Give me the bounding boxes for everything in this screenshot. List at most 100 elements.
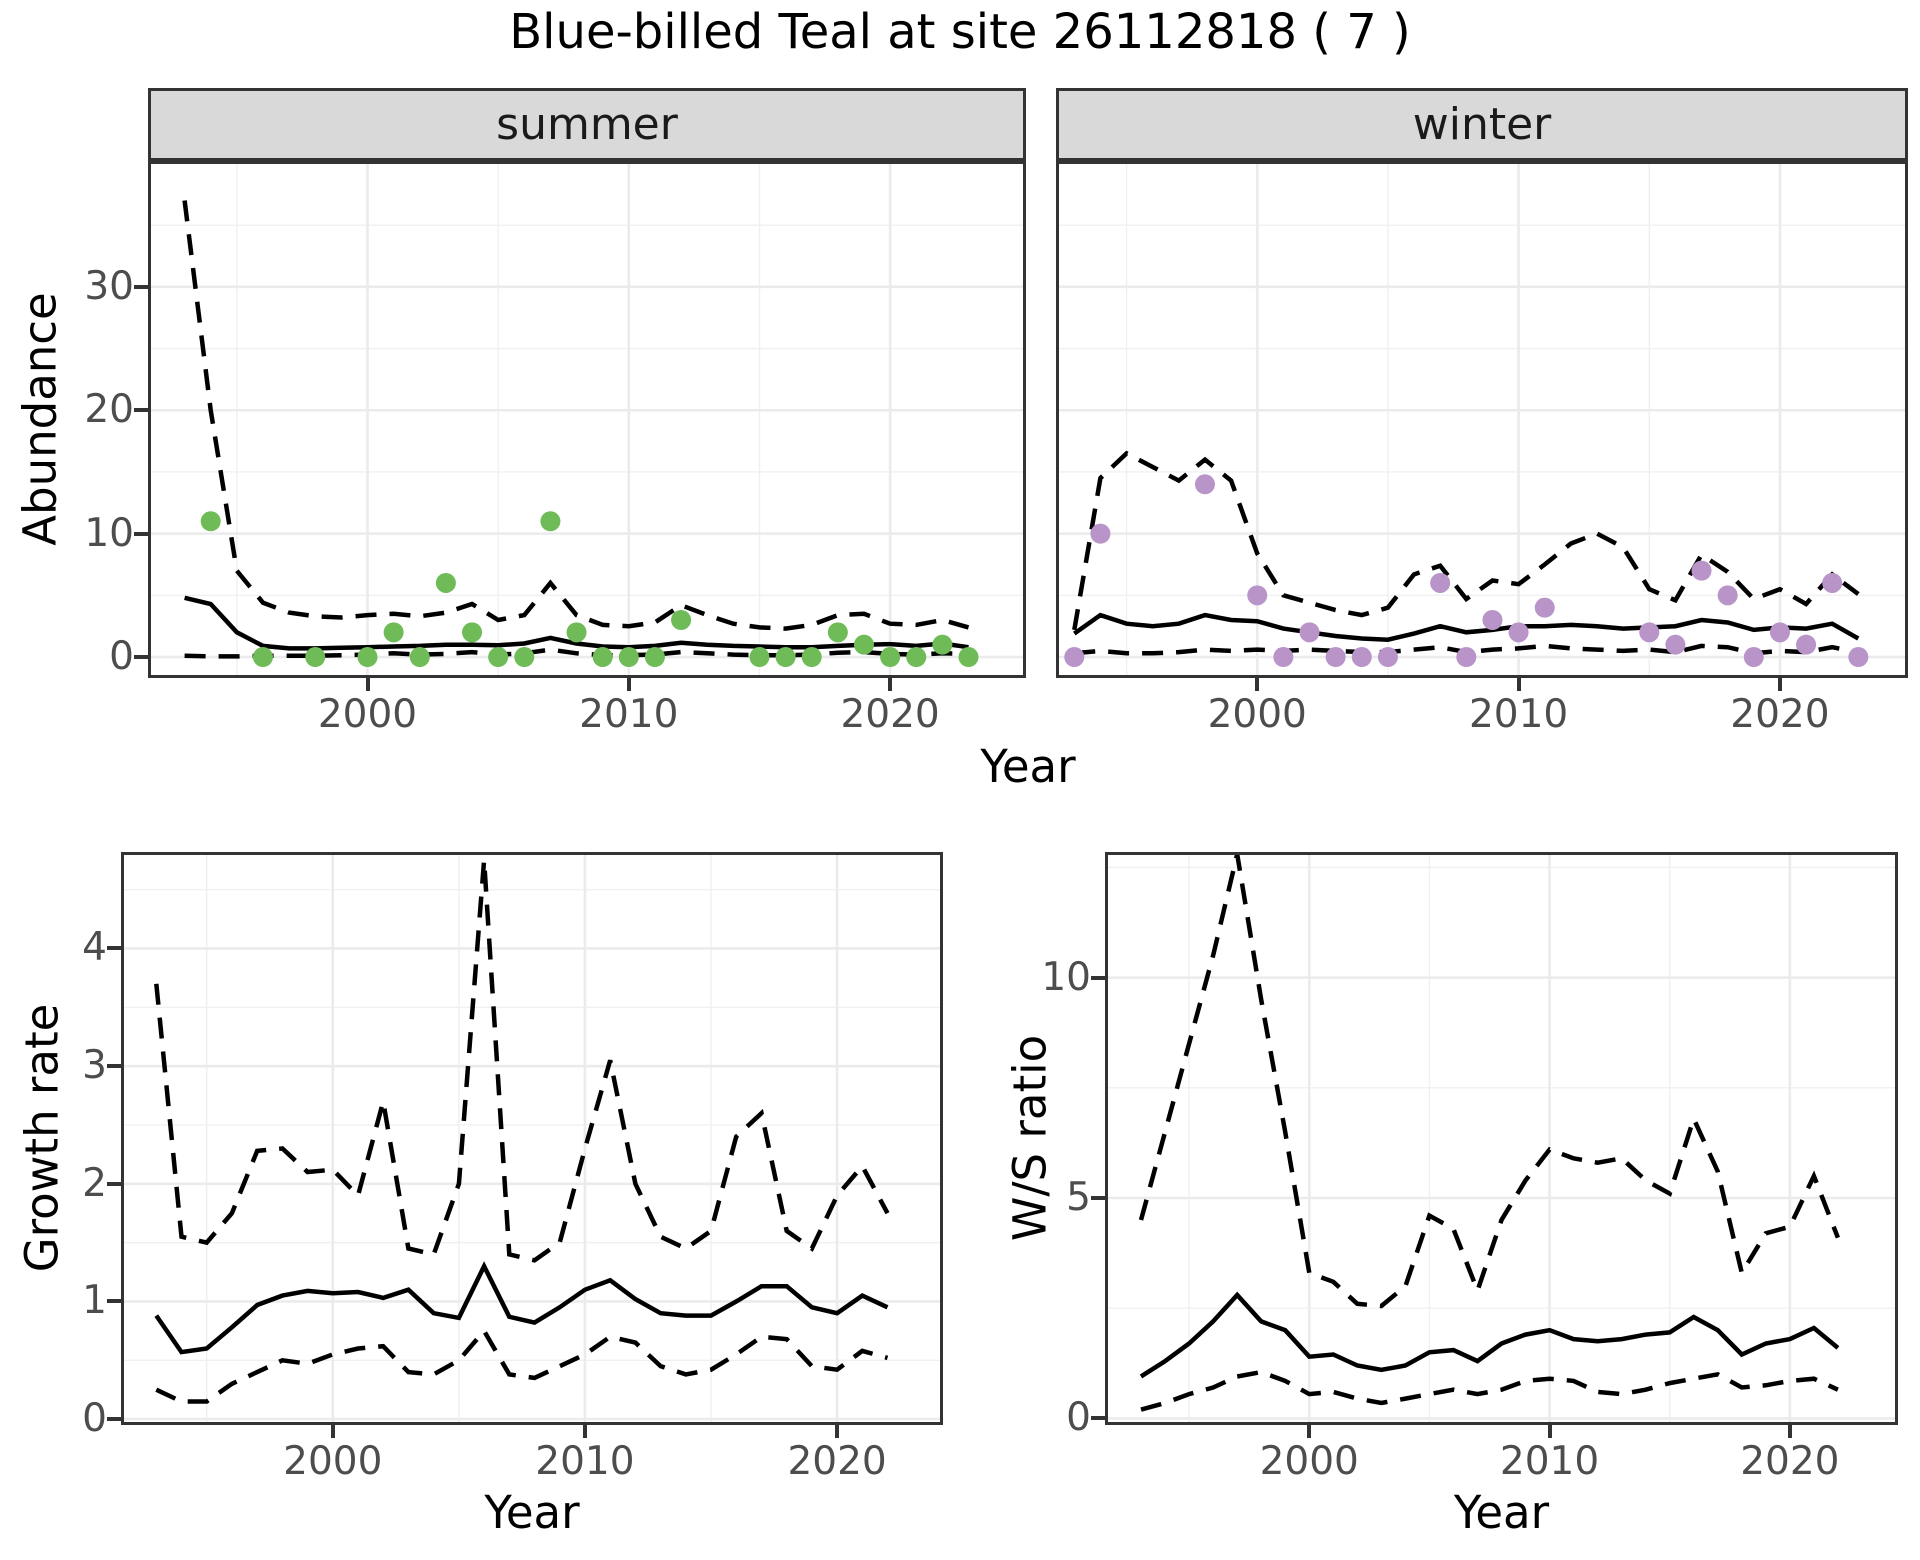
- observed-point: [1639, 622, 1660, 643]
- observed-point: [1351, 647, 1372, 668]
- plot-area: [121, 852, 943, 1425]
- observed-point: [1273, 647, 1294, 668]
- observed-point: [827, 622, 848, 643]
- y-tick-mark: [134, 284, 148, 289]
- observed-point: [1848, 647, 1869, 668]
- observed-point: [880, 647, 901, 668]
- x-tick-label: 2010: [1468, 692, 1569, 737]
- panel-border: [148, 161, 1026, 678]
- observed-point: [1247, 585, 1268, 606]
- facet-strip-summer: summer: [148, 88, 1026, 161]
- facet-strip-winter-label: winter: [1412, 99, 1552, 150]
- observed-point: [749, 647, 770, 668]
- plot-area: [1056, 161, 1908, 678]
- observed-point: [1796, 634, 1817, 655]
- facet-strip-summer-label: summer: [496, 99, 678, 150]
- observed-point: [775, 647, 796, 668]
- y-tick-label: 5: [1066, 1175, 1091, 1220]
- y-tick-mark: [107, 946, 121, 951]
- x-axis-title-growth-rate: Year: [484, 1486, 580, 1539]
- observed-point: [958, 647, 979, 668]
- observed-point: [514, 647, 535, 668]
- y-tick-mark: [107, 1181, 121, 1186]
- plot-area: [1105, 852, 1898, 1425]
- observed-point: [1482, 610, 1503, 631]
- panel-abundance-winter: 2000 2010 2020: [1056, 161, 1908, 737]
- observed-point: [1325, 647, 1346, 668]
- observed-point: [383, 622, 404, 643]
- x-tick-mark: [835, 1425, 840, 1438]
- y-tick-label: 1: [82, 1278, 107, 1324]
- x-tick-mark: [888, 678, 893, 691]
- y-tick-mark: [134, 408, 148, 413]
- ci-upper-line: [182, 200, 970, 631]
- y-tick-label: 0: [109, 634, 134, 680]
- x-tick-label: 2000: [1207, 692, 1307, 737]
- observed-point: [1508, 622, 1529, 643]
- facet-strip-winter: winter: [1056, 88, 1908, 161]
- panel-background: [1105, 852, 1898, 1425]
- x-tick-label: 2000: [317, 692, 418, 737]
- x-axis-title-top: Year: [980, 740, 1076, 793]
- x-tick-label: 2010: [1499, 1439, 1600, 1484]
- x-tick-label: 2000: [283, 1439, 383, 1484]
- y-tick-label: 20: [84, 387, 134, 433]
- observed-point: [853, 634, 874, 655]
- x-tick-label: 2010: [535, 1439, 635, 1484]
- y-tick-mark: [1091, 1416, 1105, 1421]
- x-tick-mark: [1516, 678, 1521, 691]
- y-tick-label: 10: [84, 510, 134, 556]
- x-tick-mark: [330, 1425, 335, 1438]
- observed-point: [644, 647, 665, 668]
- panel-background: [121, 852, 943, 1425]
- y-tick-mark: [134, 531, 148, 536]
- y-tick-mark: [107, 1417, 121, 1422]
- x-tick-mark: [626, 678, 631, 691]
- mean-line: [1139, 1291, 1840, 1379]
- x-tick-label: 2020: [1740, 1439, 1840, 1484]
- observed-point: [435, 572, 456, 593]
- observed-point: [1064, 647, 1085, 668]
- x-tick-mark: [365, 678, 370, 691]
- y-tick-mark: [1091, 975, 1105, 980]
- observed-point: [409, 647, 430, 668]
- observed-point: [932, 634, 953, 655]
- x-tick-mark: [1787, 1425, 1792, 1438]
- y-tick-label: 0: [1066, 1395, 1091, 1441]
- x-tick-label: 2020: [787, 1439, 887, 1484]
- x-tick-mark: [1307, 1425, 1312, 1438]
- x-axis-title-ws-ratio: Year: [1453, 1486, 1550, 1539]
- x-tick-label: 2020: [1730, 692, 1830, 737]
- observed-point: [906, 647, 927, 668]
- y-tick-mark: [107, 1064, 121, 1069]
- x-tick-mark: [1547, 1425, 1552, 1438]
- observed-point: [1743, 647, 1764, 668]
- observed-point: [357, 647, 378, 668]
- observed-points: [1064, 474, 1869, 668]
- ci-upper-line: [154, 860, 890, 1263]
- observed-point: [1090, 523, 1111, 544]
- x-tick-label: 2020: [840, 692, 940, 737]
- observed-point: [618, 647, 639, 668]
- ci-lower-line: [1140, 1369, 1839, 1412]
- panel-ws-ratio: 2000 2010 2020 0 5 10: [1041, 852, 1898, 1484]
- mean-line: [154, 1261, 889, 1355]
- ci-upper-line: [1138, 853, 1840, 1309]
- observed-point: [671, 610, 692, 631]
- observed-point: [1430, 572, 1451, 593]
- observed-point: [200, 511, 221, 532]
- panel-border: [1105, 852, 1898, 1425]
- observed-points: [200, 511, 979, 668]
- mean-line: [1072, 612, 1860, 642]
- observed-point: [305, 647, 326, 668]
- y-tick-label: 30: [84, 263, 134, 309]
- panel-border: [1056, 161, 1908, 678]
- observed-point: [1377, 647, 1398, 668]
- x-tick-mark: [1255, 678, 1260, 691]
- observed-point: [566, 622, 587, 643]
- observed-point: [1194, 474, 1215, 495]
- panel-background: [148, 161, 1026, 678]
- observed-point: [252, 647, 273, 668]
- observed-point: [540, 511, 561, 532]
- observed-point: [1299, 622, 1320, 643]
